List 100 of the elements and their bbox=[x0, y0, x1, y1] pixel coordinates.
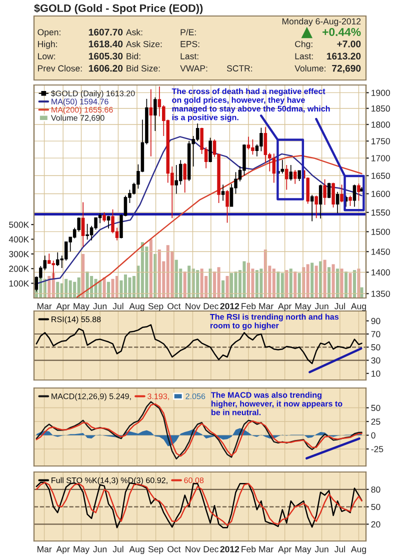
x-tick-label: May bbox=[295, 303, 312, 312]
text: 72,690 bbox=[332, 64, 361, 74]
y-tick-label: 1700 bbox=[372, 155, 390, 162]
legend-label: MA(50) 1594.76 bbox=[52, 98, 108, 106]
text: High: bbox=[38, 40, 57, 49]
legend-label: MA(200) 1655.66 bbox=[52, 106, 113, 114]
text: $GOLD (Gold - Spot Price (EOD)) bbox=[34, 4, 203, 14]
x-tick-label: Dec bbox=[204, 546, 218, 552]
y-tick-label: -25 bbox=[371, 446, 384, 452]
y2-tick-label: 500K bbox=[9, 222, 30, 228]
y-tick-label: 50 bbox=[371, 504, 380, 510]
legend-label: Full STO %K(14,3) %D(3) 60.92, bbox=[52, 477, 168, 485]
legend-label: RSI(14) 55.88 bbox=[52, 316, 101, 324]
x-tick-label: Aug bbox=[350, 546, 366, 554]
y-tick-label: 1600 bbox=[372, 190, 390, 197]
x-tick-label: May bbox=[74, 546, 90, 554]
x-tick-label: Sep bbox=[148, 546, 164, 554]
legend-label: 3.193, bbox=[148, 393, 169, 400]
y-tick-label: 70 bbox=[371, 331, 380, 338]
x-tick-label: May bbox=[295, 546, 312, 554]
text: Last: bbox=[180, 53, 198, 60]
text: Low: bbox=[38, 53, 56, 60]
x-tick-label: Feb bbox=[242, 546, 256, 552]
text: Ask Size: bbox=[126, 40, 162, 48]
text: Prev Close: bbox=[38, 65, 82, 72]
x-tick-label: Apr bbox=[278, 303, 292, 312]
y-tick-label: 90 bbox=[371, 318, 380, 324]
annotation: The cross of death had a negative effect on gold prices, however, they have managed to stay above the 50dma, which is a positive sign. bbox=[172, 88, 330, 122]
text: 1618.40 bbox=[88, 40, 123, 48]
x-tick-label: Aug bbox=[350, 303, 366, 312]
y-tick-label: 80 bbox=[371, 486, 380, 493]
text: Bid Size: bbox=[126, 65, 160, 72]
text: Chg: bbox=[295, 40, 312, 49]
text: Bid: bbox=[126, 52, 140, 60]
text: +7.00 bbox=[337, 40, 361, 48]
y2-tick-label: 300K bbox=[9, 250, 30, 258]
y-tick-label: 50 bbox=[371, 404, 380, 412]
x-tick-label: Apr bbox=[56, 546, 70, 554]
x-tick-label: Sep bbox=[148, 303, 164, 312]
x-tick-label: Feb bbox=[242, 302, 256, 310]
x-tick-label: Mar bbox=[37, 546, 52, 552]
legend-label: Volume 72,690 bbox=[50, 114, 104, 122]
x-tick-label: Jun bbox=[93, 546, 107, 552]
text: P/E: bbox=[180, 28, 196, 36]
text: Ask: bbox=[126, 28, 142, 36]
x-tick-label: Dec bbox=[204, 303, 218, 310]
y2-tick-label: 200K bbox=[9, 266, 30, 272]
y-tick-label: 1350 bbox=[372, 290, 390, 297]
annotation: The MACD was also trending higher, however, it now appears to be in neutral. bbox=[211, 392, 342, 416]
y-tick-label: 1550 bbox=[372, 209, 390, 216]
legend-label: $GOLD (Daily) 1613.20 bbox=[51, 90, 135, 98]
text: 1607.70 bbox=[88, 28, 123, 36]
x-tick-label: Mar bbox=[259, 303, 274, 310]
x-tick-label: Nov bbox=[186, 546, 200, 552]
text: 1605.30 bbox=[88, 52, 123, 60]
y-tick-label: 20 bbox=[371, 521, 380, 528]
y-tick-label: 1900 bbox=[372, 90, 390, 96]
y-tick-label: 0 bbox=[371, 432, 376, 438]
x-tick-label: Jun bbox=[314, 303, 328, 310]
y-tick-label: 1450 bbox=[372, 248, 390, 255]
x-tick-label: 2012 bbox=[220, 546, 240, 552]
y-tick-label: 30 bbox=[371, 357, 380, 364]
x-tick-label: May bbox=[74, 303, 90, 312]
x-tick-label: Nov bbox=[186, 303, 200, 310]
x-tick-label: Oct bbox=[168, 303, 181, 310]
y-tick-label: 25 bbox=[371, 418, 380, 425]
x-tick-label: Jul bbox=[334, 546, 345, 552]
x-tick-label: Oct bbox=[168, 546, 181, 552]
text: Monday 6-Aug-2012 bbox=[282, 18, 361, 26]
text: Last: bbox=[295, 53, 313, 60]
y2-tick-label: 100K bbox=[9, 280, 30, 287]
annotation: The RSI is trending north and has room to go higher bbox=[210, 314, 339, 330]
legend-label: MACD(12,26,9) 5.249, bbox=[52, 393, 131, 401]
y-tick-label: 1400 bbox=[372, 269, 390, 276]
text: +0.44% bbox=[322, 28, 361, 36]
legend-label: 2.056 bbox=[186, 393, 206, 400]
x-tick-label: Mar bbox=[259, 546, 274, 552]
y-tick-label: 1750 bbox=[372, 138, 390, 144]
x-tick-label: Jul bbox=[112, 302, 124, 310]
text: 1613.20 bbox=[326, 52, 361, 60]
y-tick-label: 1800 bbox=[372, 122, 390, 128]
legend-label: 60.08 bbox=[184, 477, 204, 484]
x-tick-label: Jul bbox=[112, 546, 124, 552]
x-tick-label: Mar bbox=[37, 303, 52, 310]
text: SCTR: bbox=[226, 65, 252, 72]
x-tick-label: Jul bbox=[334, 302, 345, 310]
text: 1606.20 bbox=[88, 64, 123, 72]
y-tick-label: 50 bbox=[371, 344, 380, 350]
text: VWAP: bbox=[180, 65, 208, 72]
x-tick-label: Aug bbox=[129, 303, 144, 312]
x-tick-label: Apr bbox=[278, 546, 292, 554]
y-tick-label: 1500 bbox=[372, 228, 390, 235]
x-tick-label: 2012 bbox=[220, 303, 240, 310]
y-tick-label: 1650 bbox=[372, 172, 390, 179]
text: Volume: bbox=[294, 65, 326, 72]
y-tick-label: 1850 bbox=[372, 105, 390, 112]
text: Open: bbox=[38, 29, 60, 38]
y-tick-label: 10 bbox=[372, 370, 380, 377]
y2-tick-label: 400K bbox=[8, 236, 30, 242]
x-tick-label: Aug bbox=[129, 546, 144, 554]
